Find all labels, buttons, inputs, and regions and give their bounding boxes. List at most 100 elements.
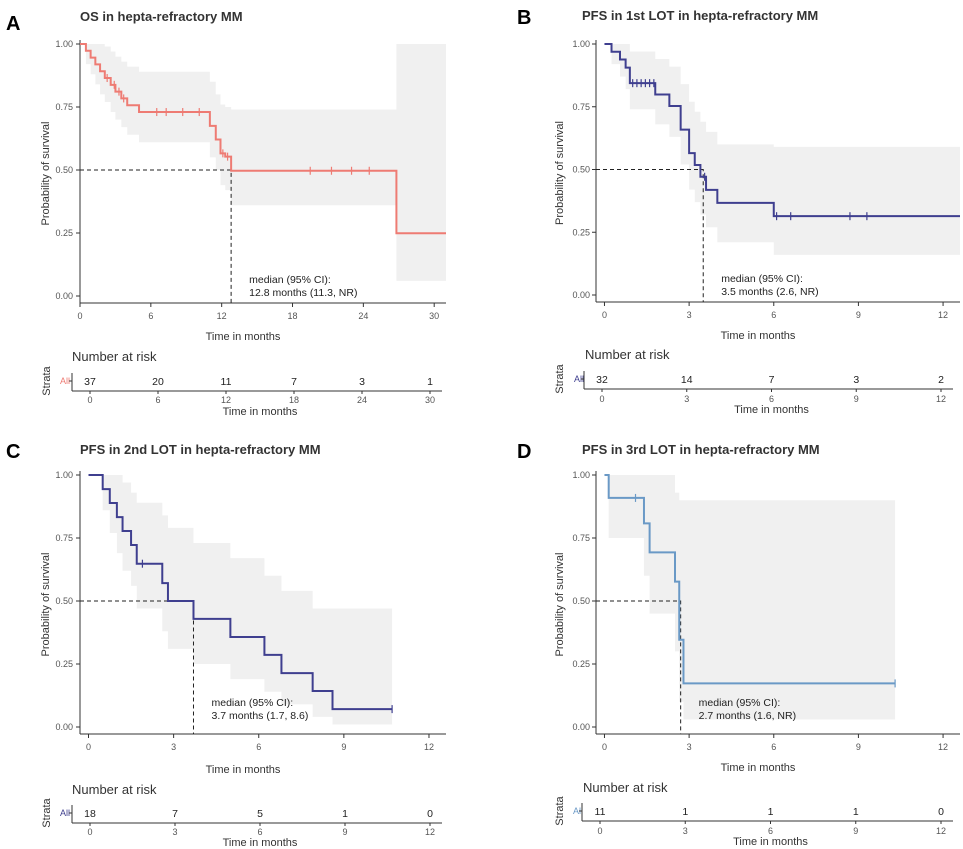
y-tick-label: 0.00 xyxy=(55,291,73,301)
risk-x-tick-label: 12 xyxy=(425,827,435,837)
y-axis-label: Probability of survival xyxy=(554,121,566,225)
x-tick-label: 3 xyxy=(687,742,692,752)
panel-letter: D xyxy=(517,441,531,463)
strata-label: Strata xyxy=(41,797,53,827)
strata-label: Strata xyxy=(554,363,566,393)
x-axis-label: Time in months xyxy=(206,331,281,343)
x-tick-label: 6 xyxy=(148,311,153,321)
risk-count: 0 xyxy=(938,806,944,818)
x-tick-label: 6 xyxy=(771,310,776,320)
risk-x-tick-label: 12 xyxy=(936,394,946,404)
x-axis-label: Time in months xyxy=(721,330,796,342)
risk-table-x-label: Time in months xyxy=(733,836,808,848)
y-tick-label: 0.25 xyxy=(55,228,73,238)
risk-x-tick-label: 0 xyxy=(87,827,92,837)
median-line xyxy=(596,600,682,734)
survival-curve xyxy=(604,474,896,685)
y-tick-label: 0.25 xyxy=(572,659,590,669)
risk-count: 2 xyxy=(938,374,944,386)
x-tick-label: 18 xyxy=(288,311,298,321)
risk-table-header: Number at risk xyxy=(585,347,670,362)
survival-curve xyxy=(604,43,960,218)
risk-table-x-label: Time in months xyxy=(734,404,809,416)
x-tick-label: 9 xyxy=(856,310,861,320)
risk-x-tick-label: 3 xyxy=(684,394,689,404)
y-tick-label: 1.00 xyxy=(55,39,73,49)
y-tick-label: 1.00 xyxy=(55,470,73,480)
x-tick-label: 6 xyxy=(771,742,776,752)
risk-count: 1 xyxy=(682,806,688,818)
median-annotation-line1: median (95% CI): xyxy=(249,274,331,286)
x-tick-label: 0 xyxy=(602,742,607,752)
risk-count: 1 xyxy=(853,806,859,818)
km-panel-b: B PFS in 1st LOT in hepta-refractory MM 0.… xyxy=(517,7,960,416)
risk-count: 3 xyxy=(359,376,365,388)
y-tick-label: 0.00 xyxy=(572,722,590,732)
risk-x-tick-label: 9 xyxy=(853,826,858,836)
risk-x-tick-label: 6 xyxy=(769,394,774,404)
x-tick-label: 6 xyxy=(256,742,261,752)
x-tick-label: 12 xyxy=(424,742,434,752)
y-tick-label: 0.75 xyxy=(572,102,590,112)
panel-letter: A xyxy=(6,13,20,35)
x-tick-label: 12 xyxy=(217,311,227,321)
risk-table-header: Number at risk xyxy=(72,782,157,797)
risk-table-x-label: Time in months xyxy=(223,837,298,849)
km-panel-d: D PFS in 3rd LOT in hepta-refractory MM 0.… xyxy=(517,441,960,848)
x-tick-label: 12 xyxy=(938,310,948,320)
y-axis-label: Probability of survival xyxy=(554,553,566,657)
risk-x-tick-label: 30 xyxy=(425,395,435,405)
y-axis-label: Probability of survival xyxy=(40,122,52,226)
risk-count: 3 xyxy=(853,374,859,386)
risk-x-tick-label: 9 xyxy=(342,827,347,837)
y-tick-label: 0.50 xyxy=(572,165,590,175)
risk-x-tick-label: 12 xyxy=(221,395,231,405)
risk-count: 32 xyxy=(596,374,608,386)
survival-curve xyxy=(88,474,393,711)
y-tick-label: 1.00 xyxy=(572,470,590,480)
x-tick-label: 9 xyxy=(856,742,861,752)
y-tick-label: 0.25 xyxy=(55,659,73,669)
risk-count: 11 xyxy=(595,806,606,818)
x-tick-label: 24 xyxy=(358,311,368,321)
median-line xyxy=(596,169,704,302)
confidence-band xyxy=(80,44,446,281)
risk-x-tick-label: 6 xyxy=(155,395,160,405)
x-axis-label: Time in months xyxy=(206,764,281,776)
y-tick-label: 0.50 xyxy=(55,596,73,606)
strata-level: All xyxy=(60,376,70,386)
km-panel-a: A OS in hepta-refractory MM 0.00 0.25 0.50 0.… xyxy=(6,9,446,418)
median-annotation-line1: median (95% CI): xyxy=(211,697,293,709)
risk-x-tick-label: 24 xyxy=(357,395,367,405)
y-tick-label: 0.50 xyxy=(572,596,590,606)
panel-letter: C xyxy=(6,441,20,463)
median-annotation-line2: 2.7 months (1.6, NR) xyxy=(699,710,796,722)
risk-count: 1 xyxy=(768,806,774,818)
risk-count: 20 xyxy=(152,376,164,388)
median-annotation-line2: 3.7 months (1.7, 8.6) xyxy=(211,710,308,722)
confidence-band xyxy=(604,44,960,255)
median-annotation-line2: 3.5 months (2.6, NR) xyxy=(721,286,818,298)
risk-x-tick-label: 18 xyxy=(289,395,299,405)
km-panel-c: C PFS in 2nd LOT in hepta-refractory MM 0.… xyxy=(6,441,446,849)
x-tick-label: 3 xyxy=(171,742,176,752)
x-tick-label: 3 xyxy=(687,310,692,320)
x-tick-label: 9 xyxy=(341,742,346,752)
risk-table-header: Number at risk xyxy=(583,780,668,795)
risk-x-tick-label: 12 xyxy=(936,826,946,836)
y-tick-label: 0.75 xyxy=(55,102,73,112)
strata-level: All xyxy=(573,806,583,816)
risk-table-header: Number at risk xyxy=(72,349,157,364)
risk-x-tick-label: 6 xyxy=(768,826,773,836)
median-annotation-line1: median (95% CI): xyxy=(699,697,781,709)
risk-count: 7 xyxy=(291,376,297,388)
risk-x-tick-label: 3 xyxy=(172,827,177,837)
risk-count: 1 xyxy=(427,376,433,388)
risk-table-x-label: Time in months xyxy=(223,406,298,418)
y-axis-label: Probability of survival xyxy=(40,553,52,657)
risk-count: 11 xyxy=(221,376,232,388)
x-axis-label: Time in months xyxy=(721,762,796,774)
risk-x-tick-label: 0 xyxy=(599,394,604,404)
x-tick-label: 30 xyxy=(429,311,439,321)
